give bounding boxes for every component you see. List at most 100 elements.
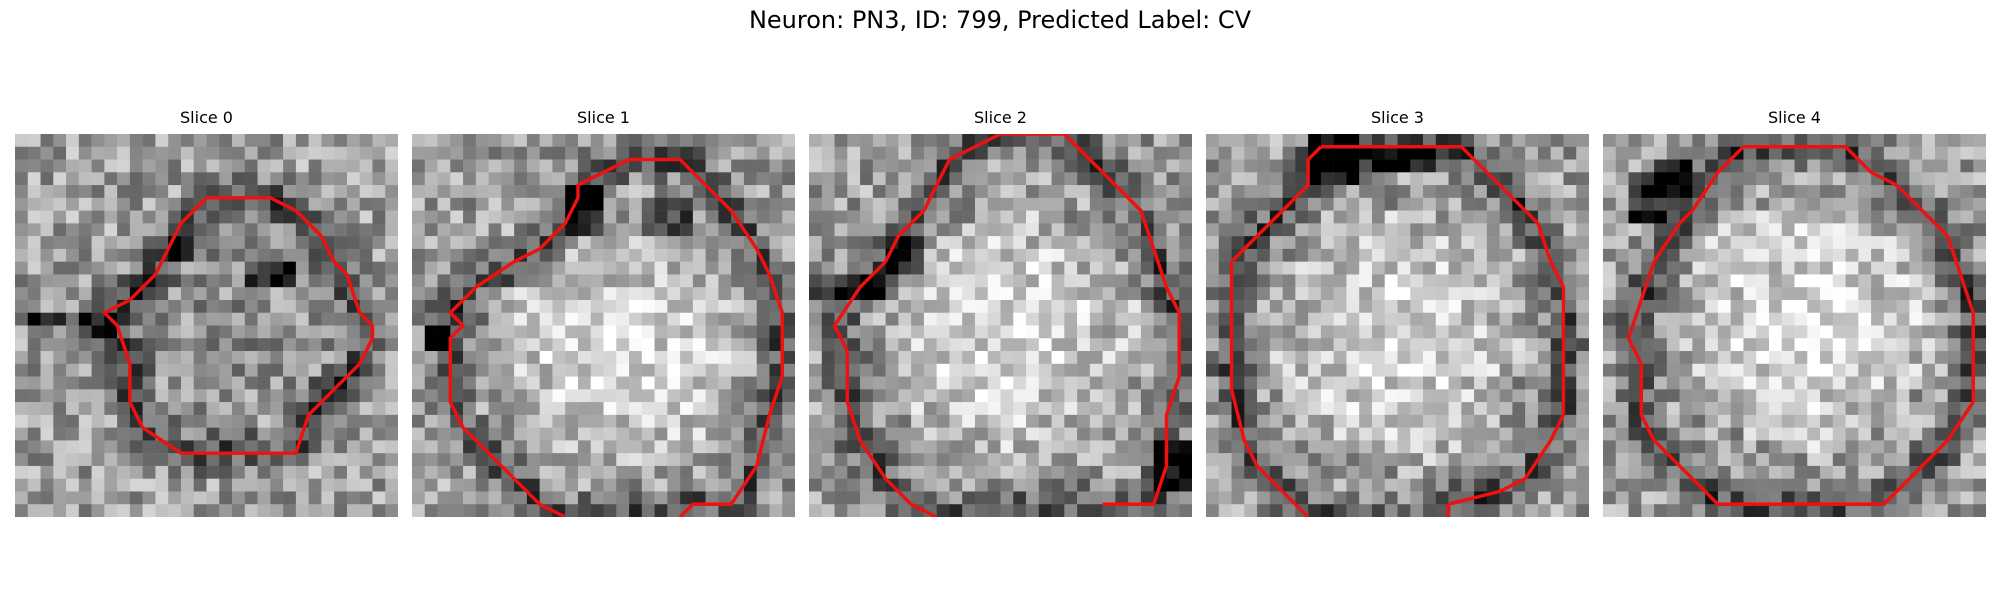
pixel — [168, 389, 182, 403]
pixel — [1641, 504, 1655, 517]
pixel — [359, 159, 373, 173]
pixel — [1794, 172, 1808, 186]
pixel — [987, 197, 1001, 211]
pixel — [1730, 312, 1744, 326]
pixel — [1206, 376, 1220, 390]
pixel — [834, 414, 848, 428]
pixel — [257, 427, 271, 441]
pixel — [1794, 414, 1808, 428]
pixel — [1871, 223, 1885, 237]
pixel — [1026, 185, 1040, 199]
pixel — [1730, 376, 1744, 390]
pixel — [1282, 223, 1296, 237]
pixel — [1089, 325, 1103, 339]
pixel — [1781, 351, 1795, 365]
pixel — [1845, 223, 1859, 237]
pixel — [53, 440, 67, 454]
pixel — [1206, 223, 1220, 237]
pixel — [1333, 210, 1347, 224]
pixel — [168, 248, 182, 262]
pixel — [206, 261, 220, 275]
pixel — [1947, 440, 1961, 454]
pixel — [769, 172, 783, 186]
pixel — [1231, 465, 1245, 479]
pixel — [412, 453, 426, 467]
pixel — [1397, 210, 1411, 224]
pixel — [142, 299, 156, 313]
pixel — [1845, 440, 1859, 454]
pixel — [641, 351, 655, 365]
pixel — [526, 299, 540, 313]
pixel — [412, 478, 426, 492]
pixel — [437, 287, 451, 301]
pixel — [603, 261, 617, 275]
pixel — [552, 312, 566, 326]
pixel — [1692, 274, 1706, 288]
pixel — [1692, 287, 1706, 301]
pixel — [437, 274, 451, 288]
pixel — [1218, 312, 1232, 326]
pixel — [743, 427, 757, 441]
pixel — [641, 376, 655, 390]
pixel — [526, 261, 540, 275]
pixel — [463, 223, 477, 237]
pixel — [718, 312, 732, 326]
pixel — [1832, 427, 1846, 441]
pixel — [1730, 351, 1744, 365]
pixel — [1026, 248, 1040, 262]
pixel — [911, 197, 925, 211]
pixel — [180, 504, 194, 517]
pixel — [1973, 223, 1986, 237]
pixel — [488, 210, 502, 224]
pixel — [501, 210, 515, 224]
pixel — [1000, 146, 1014, 160]
pixel — [911, 312, 925, 326]
pixel — [334, 159, 348, 173]
pixel — [412, 197, 426, 211]
pixel — [1166, 185, 1180, 199]
pixel — [1461, 427, 1475, 441]
pixel — [1359, 338, 1373, 352]
pixel — [962, 465, 976, 479]
pixel — [629, 210, 643, 224]
pixel — [923, 236, 937, 250]
pixel — [1206, 159, 1220, 173]
pixel — [1448, 172, 1462, 186]
pixel — [1794, 376, 1808, 390]
pixel — [1384, 504, 1398, 517]
pixel — [372, 440, 386, 454]
pixel — [1206, 504, 1220, 517]
pixel — [834, 185, 848, 199]
pixel — [270, 338, 284, 352]
pixel — [514, 491, 528, 505]
pixel — [1140, 478, 1154, 492]
pixel — [1115, 414, 1129, 428]
pixel — [270, 299, 284, 313]
pixel — [809, 414, 823, 428]
pixel — [180, 376, 194, 390]
pixel — [27, 312, 41, 326]
pixel — [847, 172, 861, 186]
pixel — [1666, 159, 1680, 173]
pixel — [1512, 427, 1526, 441]
pixel — [27, 325, 41, 339]
pixel — [1269, 287, 1283, 301]
pixel — [1333, 338, 1347, 352]
pixel — [692, 325, 706, 339]
pixel — [1474, 453, 1488, 467]
pixel — [1858, 491, 1872, 505]
pixel — [1128, 414, 1142, 428]
pixel — [1563, 363, 1577, 377]
pixel — [1781, 134, 1795, 148]
pixel — [590, 248, 604, 262]
pixel — [1692, 453, 1706, 467]
pixel — [501, 414, 515, 428]
pixel — [1768, 325, 1782, 339]
pixel — [847, 325, 861, 339]
pixel — [692, 376, 706, 390]
pixel — [1666, 134, 1680, 148]
pixel — [1410, 504, 1424, 517]
pixel — [667, 325, 681, 339]
pixel — [898, 159, 912, 173]
pixel — [667, 134, 681, 148]
